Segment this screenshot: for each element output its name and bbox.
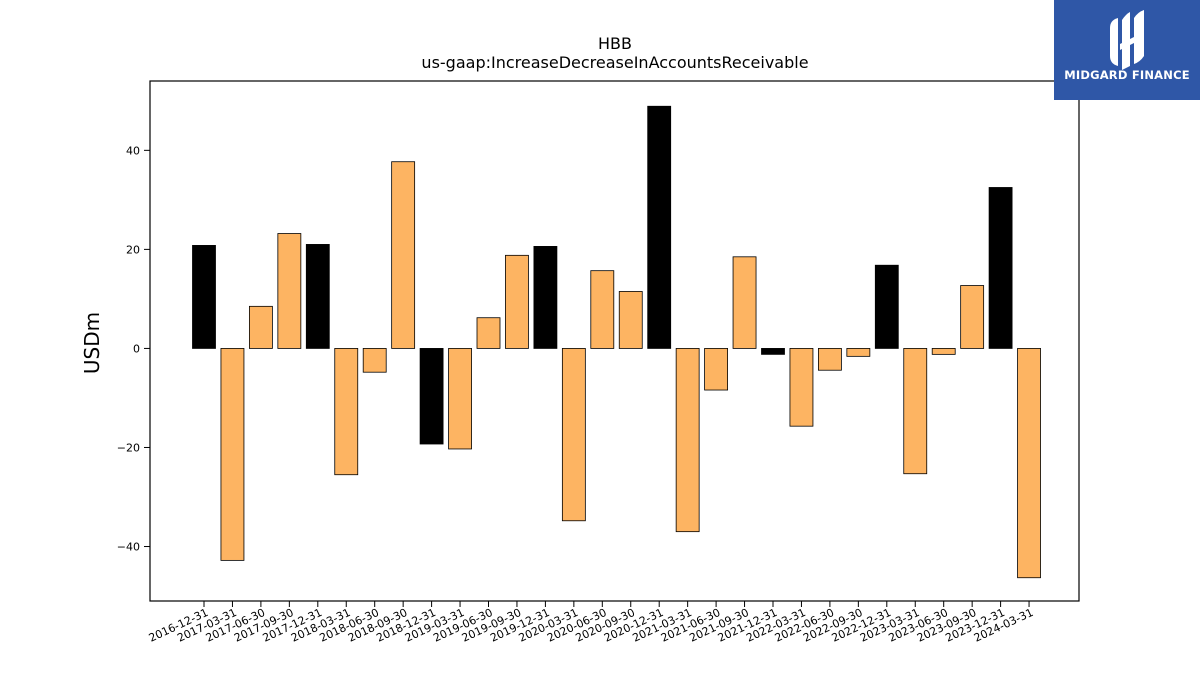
bar-2019-06-30: [476, 317, 501, 349]
bar-2017-06-30: [248, 305, 273, 349]
bar-2016-12-31: [192, 245, 216, 349]
y-tick-label: −20: [117, 441, 140, 454]
bar-2023-12-31: [988, 187, 1013, 349]
midgard-logo-icon: [1110, 10, 1144, 70]
y-tick-label: 0: [133, 342, 140, 355]
bars-layer: [192, 105, 1041, 579]
chart-title: HBB: [598, 34, 632, 53]
y-axis-label: USDm: [80, 312, 104, 374]
bar-2017-03-31: [220, 348, 245, 561]
bar-2019-09-30: [505, 254, 529, 349]
bar-2022-12-31: [874, 264, 899, 349]
bar-2018-12-31: [419, 348, 444, 445]
y-ticks: −40 −20 0 20 40: [117, 144, 150, 554]
bar-2023-09-30: [960, 285, 985, 349]
plot-frame: [149, 80, 1080, 602]
bar-2022-09-30: [846, 348, 871, 357]
bar-2022-03-31: [789, 348, 814, 427]
bar-2020-09-30: [618, 291, 643, 349]
y-tick-label: 20: [126, 243, 140, 256]
bar-2020-06-30: [590, 270, 615, 349]
x-ticks: 2016-12-312017-03-312017-06-302017-09-30…: [147, 601, 1035, 645]
bar-2023-06-30: [931, 348, 956, 355]
bar-2019-12-31: [533, 246, 558, 349]
bar-2022-06-30: [818, 348, 842, 371]
bar-2020-03-31: [561, 348, 586, 522]
bar-2017-12-31: [305, 244, 330, 349]
bar-2021-03-31: [675, 348, 700, 533]
chart-subtitle: us-gaap:IncreaseDecreaseInAccountsReceiv…: [421, 53, 808, 72]
bar-2018-09-30: [391, 161, 416, 349]
bar-2024-03-31: [1017, 348, 1041, 579]
bar-2021-12-31: [761, 348, 785, 355]
bar-2019-03-31: [448, 348, 472, 450]
bar-2020-12-31: [647, 105, 672, 349]
midgard-finance-logo: MIDGARD FINANCE: [1054, 0, 1200, 100]
y-tick-label: 40: [126, 144, 140, 157]
bar-2021-09-30: [732, 256, 757, 349]
bar-2023-03-31: [903, 348, 928, 475]
bar-2018-06-30: [362, 348, 387, 373]
bar-2021-06-30: [704, 348, 728, 391]
bar-2018-03-31: [334, 348, 359, 476]
logo-text: MIDGARD FINANCE: [1064, 68, 1190, 82]
bar-2017-09-30: [277, 233, 302, 349]
y-tick-label: −40: [117, 541, 140, 554]
